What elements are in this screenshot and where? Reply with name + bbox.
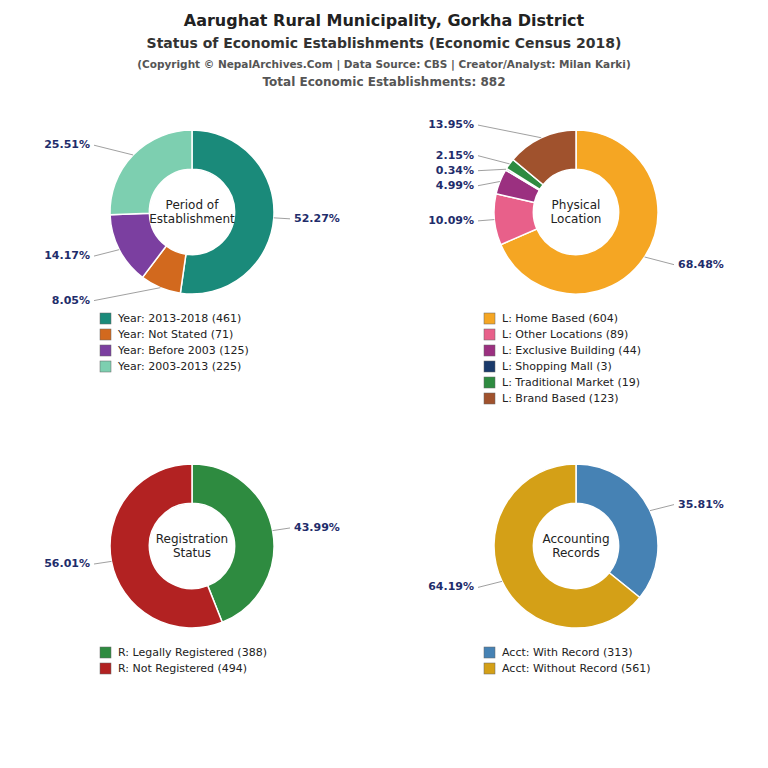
pie-center-label: PhysicalLocation (551, 198, 602, 226)
legend-swatch (100, 663, 111, 674)
legend: Year: 2013-2018 (461) Year: Not Stated (7… (100, 312, 249, 373)
legend-label: Year: Not Stated (71) (117, 328, 233, 341)
legend-label: L: Shopping Mall (3) (502, 360, 612, 373)
data-label: 35.81% (678, 498, 724, 511)
leader-line (478, 182, 500, 186)
pie-slice (576, 464, 658, 598)
data-label: 2.15% (436, 149, 474, 162)
leader-line (94, 250, 119, 256)
legend-label: L: Brand Based (123) (502, 392, 618, 405)
pie-slice (494, 464, 640, 628)
legend-swatch (484, 663, 495, 674)
leader-line (94, 145, 133, 155)
legend-swatch (100, 361, 111, 372)
leader-line (478, 169, 506, 170)
legend-swatch (100, 647, 111, 658)
leader-line (478, 581, 502, 587)
title: Aarughat Rural Municipality, Gorkha Dist… (184, 11, 585, 30)
legend-label: R: Not Registered (494) (118, 662, 247, 675)
legend-label: Year: Before 2003 (125) (117, 344, 249, 357)
legend-label: Acct: Without Record (561) (502, 662, 651, 675)
legend-label: Year: 2013-2018 (461) (117, 312, 241, 325)
pie-chart: PhysicalLocation 68.48% 13.95% 2.15% 0.34% 4.… (428, 118, 724, 294)
leader-line (478, 220, 494, 221)
legend-swatch (484, 647, 495, 658)
pie-center-label-line: Accounting (542, 532, 609, 546)
leader-line (94, 288, 160, 301)
legend-swatch (484, 313, 495, 324)
data-label: 56.01% (44, 557, 90, 570)
data-label: 68.48% (678, 258, 724, 271)
pie-center-label-line: Records (552, 546, 600, 560)
legend-swatch (484, 345, 495, 356)
data-label: 43.99% (294, 521, 340, 534)
legend-label: Year: 2003-2013 (225) (117, 360, 241, 373)
annotation: Total Economic Establishments: 882 (263, 75, 506, 89)
legend: L: Home Based (604) L: Other Locations (8… (484, 312, 641, 405)
pie-center-label-line: Establishment (149, 212, 235, 226)
legend-swatch (484, 361, 495, 372)
leader-line (94, 561, 111, 564)
leader-line (645, 257, 674, 265)
pie-center-label-line: Location (551, 212, 602, 226)
pie-chart: AccountingRecords 35.81% 64.19% (428, 464, 724, 628)
legend-swatch (100, 345, 111, 356)
figure: Aarughat Rural Municipality, Gorkha Dist… (0, 0, 768, 768)
data-label: 4.99% (436, 179, 474, 192)
pie-slice (513, 130, 576, 185)
legend-label: L: Home Based (604) (502, 312, 618, 325)
leader-line (478, 125, 541, 138)
legend-label: R: Legally Registered (388) (118, 646, 267, 659)
data-label: 0.34% (436, 164, 474, 177)
legend-label: L: Exclusive Building (44) (502, 344, 641, 357)
legend: R: Legally Registered (388) R: Not Regist… (100, 646, 267, 675)
annotation: (Copyright © NepalArchives.Com | Data So… (137, 58, 630, 71)
legend: Acct: With Record (313) Acct: Without Rec… (484, 646, 651, 675)
data-label: 25.51% (44, 138, 90, 151)
subtitle: Status of Economic Establishments (Econo… (147, 35, 622, 51)
pie-center-label-line: Registration (156, 532, 228, 546)
pie-center-label-line: Status (173, 546, 211, 560)
data-label: 14.17% (44, 249, 90, 262)
data-label: 52.27% (294, 212, 340, 225)
legend-swatch (484, 393, 495, 404)
data-label: 10.09% (428, 214, 474, 227)
pie-center-label: Period ofEstablishment (149, 198, 235, 226)
legend-swatch (100, 313, 111, 324)
legend-swatch (100, 329, 111, 340)
legend-label: L: Traditional Market (19) (502, 376, 640, 389)
data-label: 8.05% (52, 294, 90, 307)
pie-center-label: AccountingRecords (542, 532, 609, 560)
data-label: 64.19% (428, 580, 474, 593)
leader-line (650, 505, 674, 511)
legend-swatch (484, 377, 495, 388)
pie-chart: RegistrationStatus 43.99% 56.01% (44, 464, 340, 628)
leader-line (478, 156, 510, 164)
pie-center-label-line: Period of (166, 198, 220, 212)
legend-label: Acct: With Record (313) (502, 646, 633, 659)
pie-chart: Period ofEstablishment 52.27% 25.51% 14.17%… (44, 130, 340, 307)
leader-line (273, 528, 290, 531)
pie-center-label: RegistrationStatus (156, 532, 228, 560)
data-label: 13.95% (428, 118, 474, 131)
legend-swatch (484, 329, 495, 340)
pie-center-label-line: Physical (552, 198, 601, 212)
legend-label: L: Other Locations (89) (502, 328, 628, 341)
leader-line (274, 217, 290, 219)
